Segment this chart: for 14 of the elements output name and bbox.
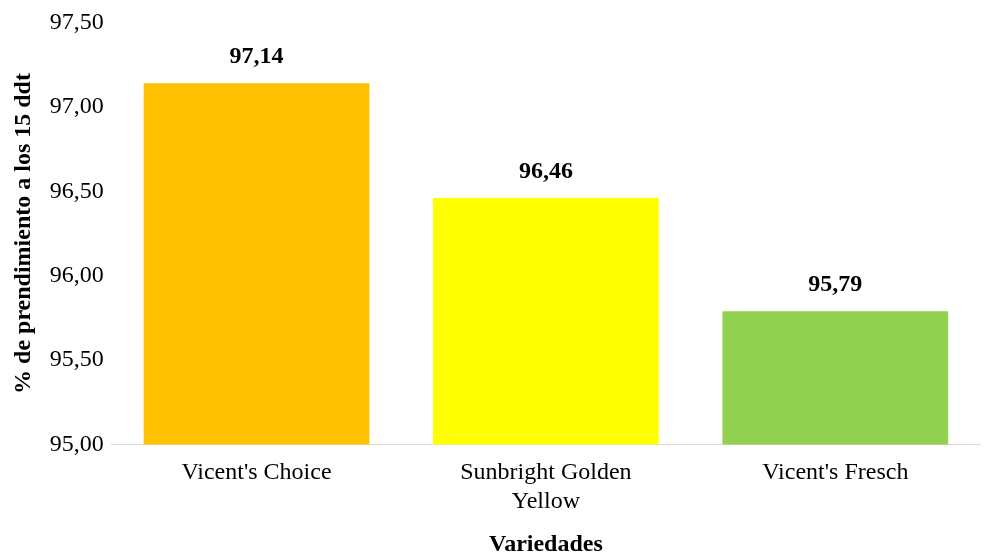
x-axis-title: Variedades	[489, 529, 603, 556]
y-tick-label: 95,50	[49, 345, 104, 372]
y-tick-label: 95,00	[49, 429, 104, 456]
y-tick-label: 96,50	[49, 176, 104, 203]
data-label: 97,14	[229, 42, 284, 69]
y-tick-label: 97,00	[49, 92, 104, 119]
y-axis-title: % de prendimiento a los 15 ddt	[8, 73, 35, 394]
data-label: 95,79	[808, 270, 863, 297]
x-tick-label: Sunbright Golden Yellow	[460, 458, 632, 514]
y-tick-label: 96,00	[49, 261, 104, 288]
x-tick-label: Vicent's Fresch	[762, 458, 909, 485]
data-label: 96,46	[518, 157, 573, 184]
y-tick-label: 97,50	[49, 7, 104, 34]
x-tick-label: Vicent's Choice	[181, 458, 332, 485]
